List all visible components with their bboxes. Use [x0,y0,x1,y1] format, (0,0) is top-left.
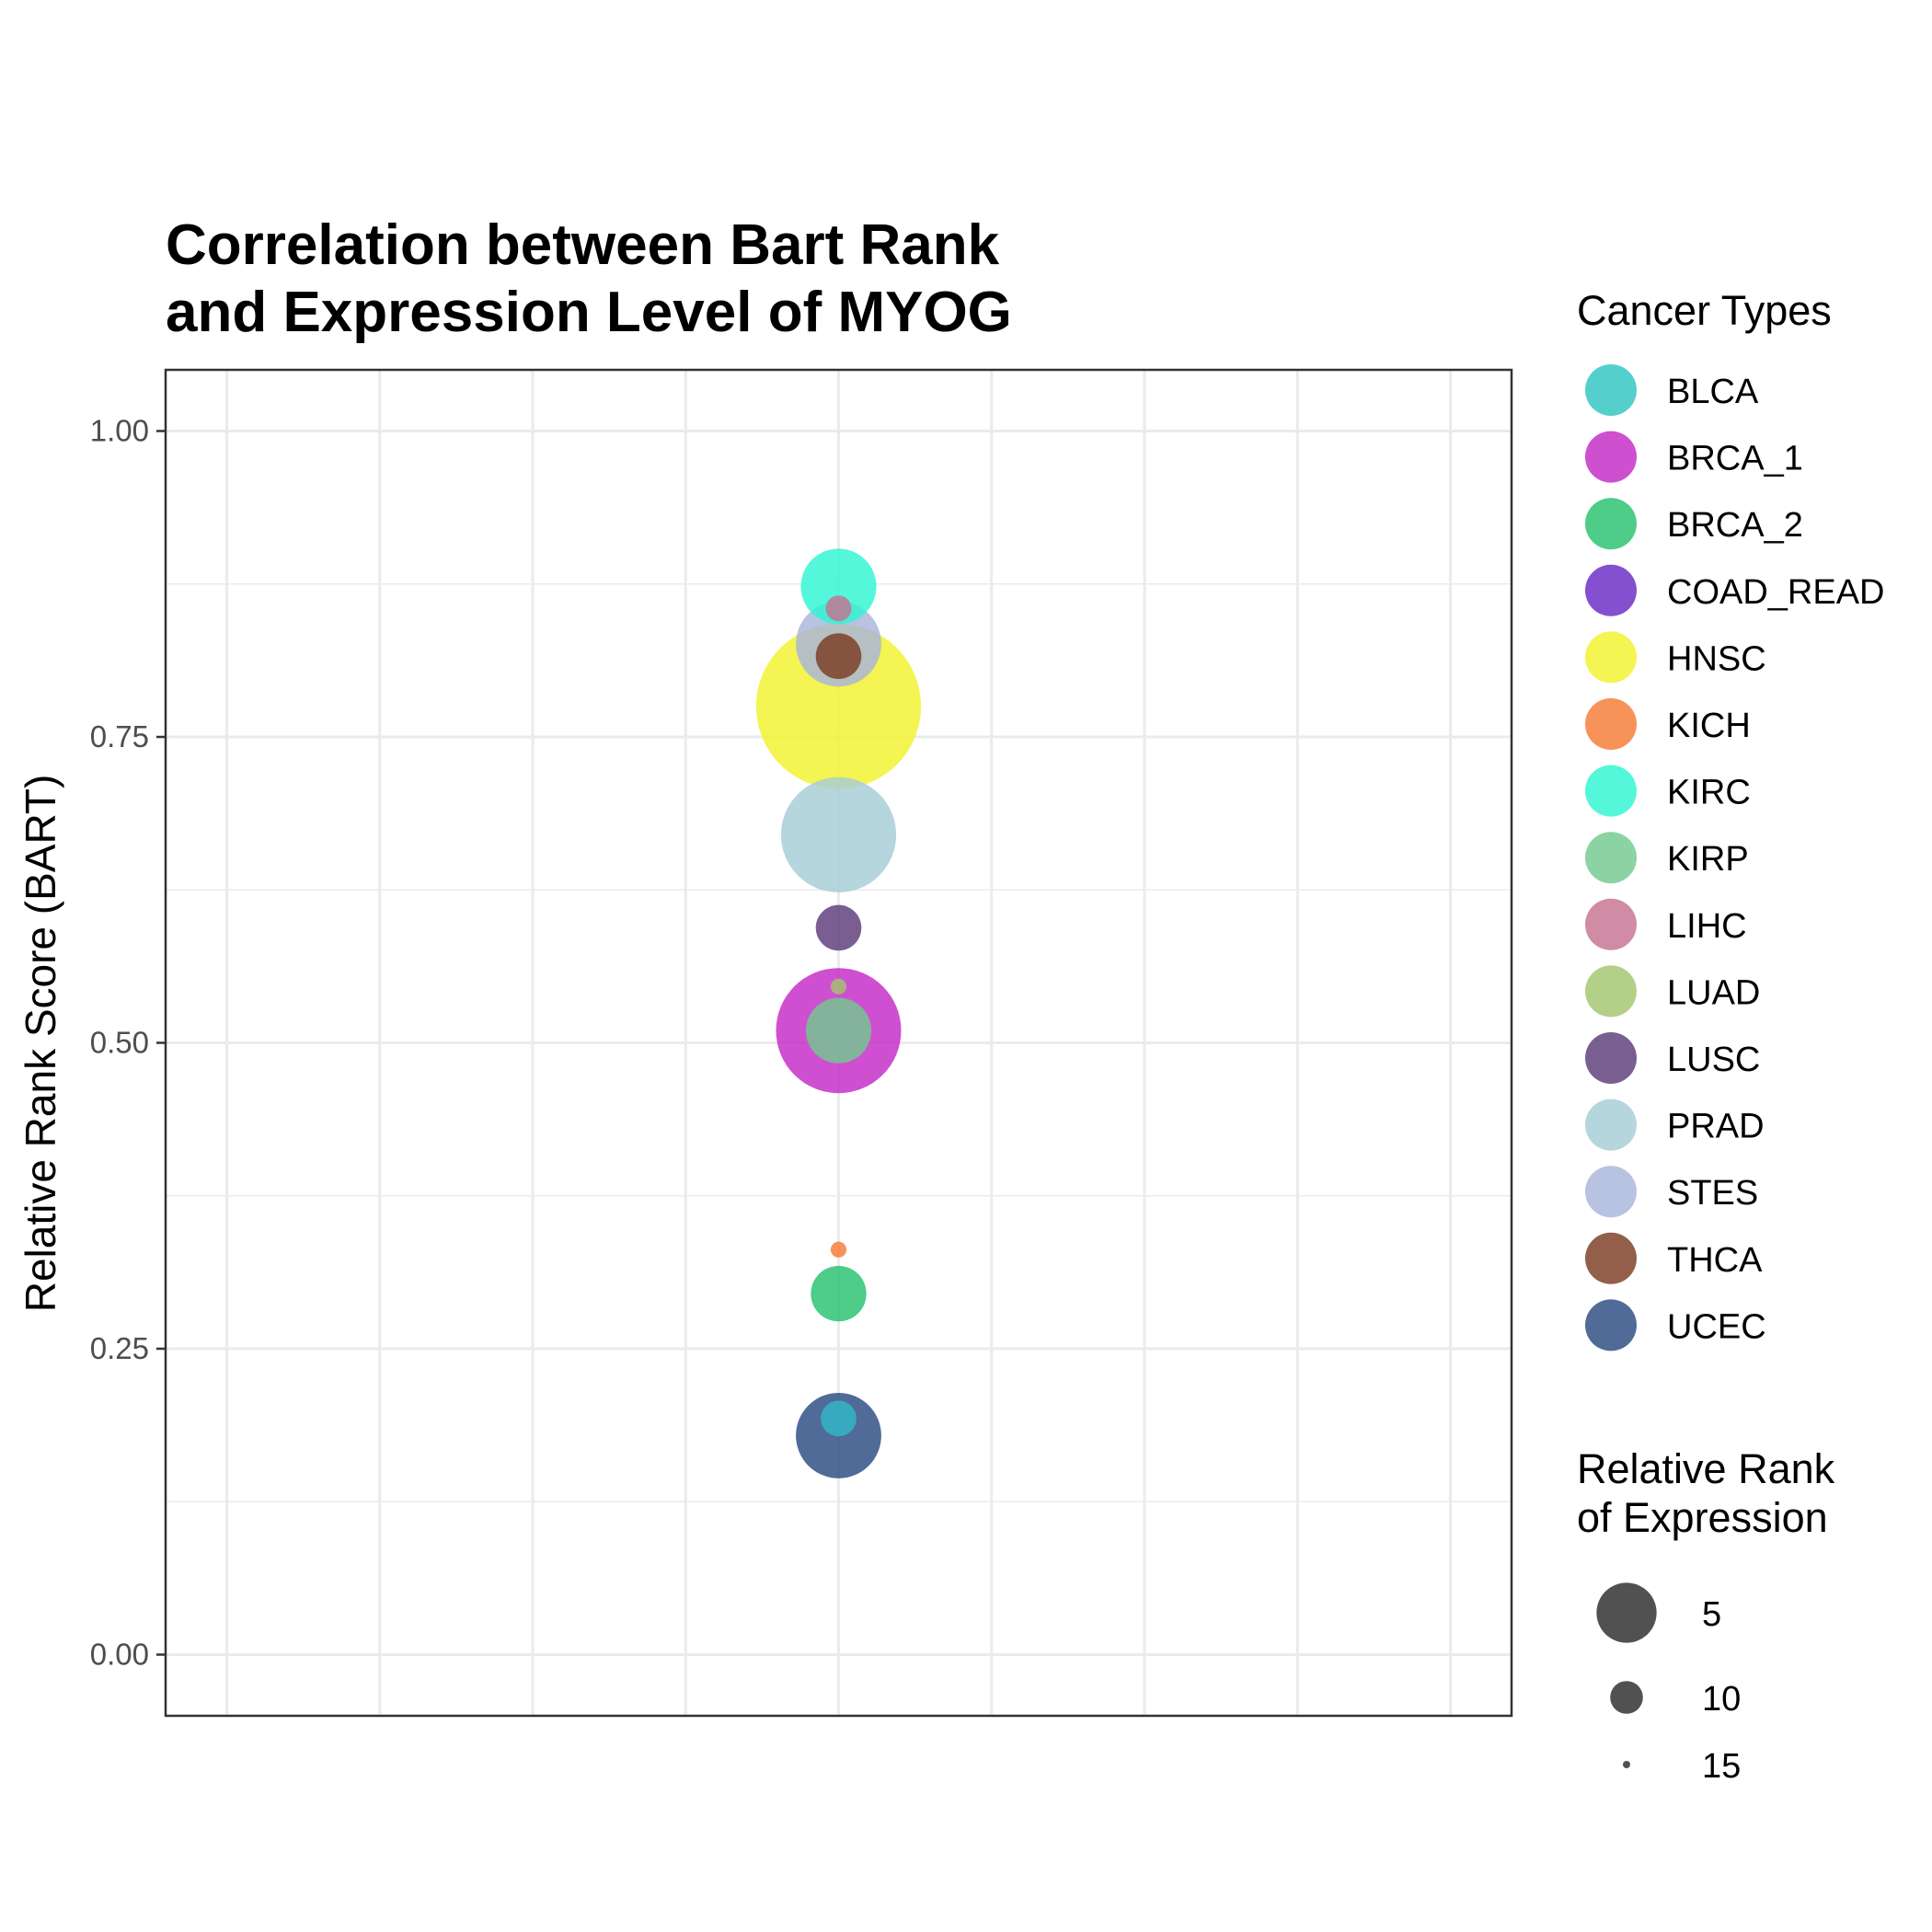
legend-key-stes [1585,1166,1637,1218]
legend-label-ucec: UCEC [1667,1307,1766,1346]
legend-key-lusc [1585,1032,1637,1084]
legend-key-kich [1585,698,1637,750]
size-legend-title-line-1: Relative Rank [1577,1445,1835,1492]
legend-label-prad: PRAD [1667,1108,1765,1146]
data-points [755,548,922,1478]
legend-label-luad: LUAD [1667,973,1760,1012]
data-point-prad [780,776,897,893]
color-legend-title: Cancer Types [1577,287,1832,334]
data-point-kirp [805,997,872,1064]
data-point-hnsc [755,624,922,789]
legend-key-prad [1585,1098,1637,1151]
color-legend: BLCA BRCA_1 BRCA_2 COAD_READ HNSC KICH KIRC KIR… [1585,364,1885,1351]
size-legend: 5 10 15 [1596,1582,1741,1786]
chart-title-line-2: and Expression Level of MYOG [166,281,1012,344]
data-point-kirc [800,548,877,625]
chart-title-line-1: Correlation between Bart Rank [166,213,1000,277]
legend-label-brca_1: BRCA_1 [1667,440,1803,478]
legend-key-lihc [1585,898,1637,950]
data-point-lusc [815,904,862,951]
y-tick-label: 0.50 [90,1026,149,1060]
y-tick-label: 0.00 [90,1638,149,1672]
size-legend-title-line-2: of Expression [1577,1494,1828,1541]
legend-label-blca: BLCA [1667,373,1759,411]
legend-key-coad_read [1585,564,1637,616]
size-legend-label: 15 [1702,1747,1741,1786]
legend-key-thca [1585,1232,1637,1284]
y-tick-label: 0.25 [90,1331,149,1365]
size-legend-label: 5 [1702,1595,1721,1634]
legend-label-kirp: KIRP [1667,840,1749,879]
legend-key-hnsc [1585,631,1637,684]
legend-key-luad [1585,965,1637,1018]
data-point-thca [815,633,862,680]
y-axis-ticks: 0.00 0.25 0.50 0.75 1.00 [90,414,166,1672]
y-axis-title: Relative Rank Score (BART) [17,775,64,1313]
legend-key-blca [1585,364,1637,416]
data-point-lihc [825,595,852,622]
y-tick-label: 0.75 [90,719,149,753]
data-point-brca_2 [811,1265,867,1322]
legend-key-ucec [1585,1299,1637,1351]
legend-label-stes: STES [1667,1174,1758,1213]
data-point-luad [830,978,847,995]
legend-key-brca_1 [1585,431,1637,483]
legend-label-coad_read: COAD_READ [1667,573,1885,612]
legend-key-kirp [1585,832,1637,884]
size-legend-key [1610,1681,1643,1714]
legend-label-brca_2: BRCA_2 [1667,506,1803,545]
data-point-kich [830,1241,847,1258]
data-point-blca [821,1400,857,1437]
y-tick-label: 1.00 [90,414,149,448]
legend-label-kirc: KIRC [1667,774,1751,812]
legend-label-hnsc: HNSC [1667,639,1766,678]
legend-key-brca_2 [1585,498,1637,550]
legend-label-lusc: LUSC [1667,1041,1760,1079]
size-legend-label: 10 [1702,1680,1741,1719]
size-legend-key [1623,1761,1630,1768]
legend-label-kich: KICH [1667,707,1751,745]
size-legend-key [1596,1582,1657,1643]
legend-key-kirc [1585,765,1637,817]
legend-label-thca: THCA [1667,1241,1763,1280]
legend-label-lihc: LIHC [1667,907,1747,946]
